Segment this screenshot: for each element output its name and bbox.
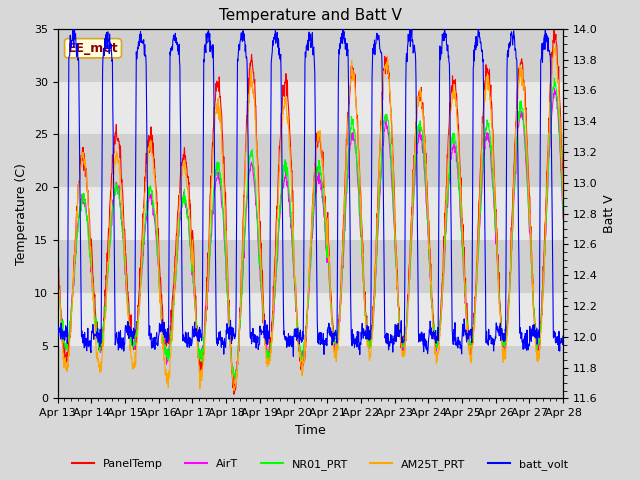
Y-axis label: Temperature (C): Temperature (C) <box>15 163 28 264</box>
Bar <box>58 187 563 240</box>
Bar <box>58 293 563 346</box>
Bar <box>58 29 563 82</box>
Legend: PanelTemp, AirT, NR01_PRT, AM25T_PRT, batt_volt: PanelTemp, AirT, NR01_PRT, AM25T_PRT, ba… <box>68 455 572 474</box>
Bar <box>58 82 563 134</box>
Text: EE_met: EE_met <box>68 42 118 55</box>
Bar <box>58 346 563 398</box>
Bar <box>58 240 563 293</box>
Title: Temperature and Batt V: Temperature and Batt V <box>219 9 402 24</box>
Y-axis label: Batt V: Batt V <box>604 194 616 233</box>
X-axis label: Time: Time <box>295 424 326 437</box>
Bar <box>58 134 563 187</box>
